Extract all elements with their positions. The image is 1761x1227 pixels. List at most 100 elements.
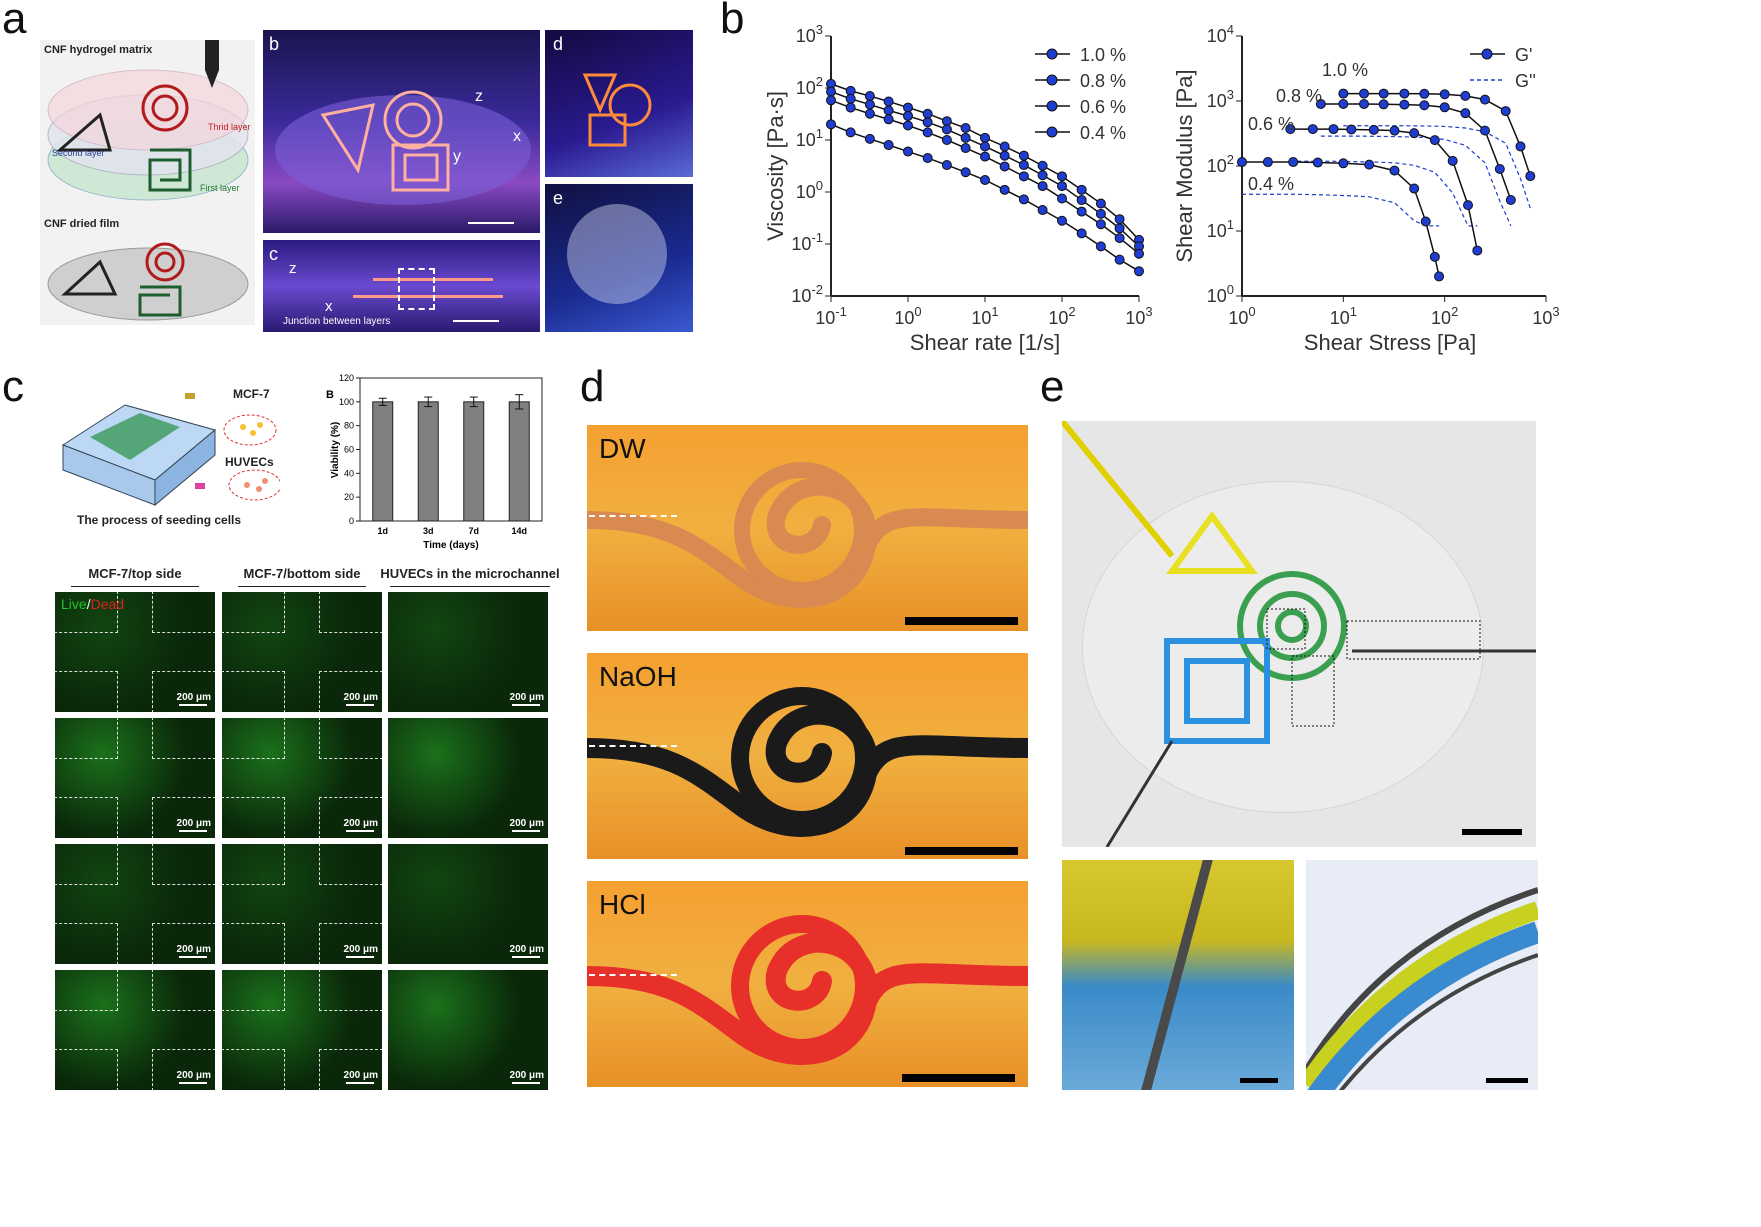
viscosity-point <box>922 127 933 138</box>
bar-y-tick-label: 80 <box>344 421 354 431</box>
photo-dw: DW <box>587 425 1028 631</box>
dashed-region-outline <box>222 1049 285 1090</box>
viscosity-point <box>903 110 913 121</box>
viscosity-point <box>999 150 1010 161</box>
dashed-region-outline <box>55 592 118 633</box>
g-prime-point <box>1399 88 1410 99</box>
bar-y-tick-label: 20 <box>344 492 354 502</box>
viability-bar <box>508 401 530 522</box>
g-prime-point <box>1515 141 1526 152</box>
fluorescence-micrograph: 200 μm <box>222 592 382 712</box>
viscosity-point <box>845 93 856 104</box>
dashed-region-outline <box>319 1049 382 1090</box>
viscosity-y-tick-label: 10-1 <box>791 230 823 254</box>
viscosity-point <box>1057 215 1067 226</box>
g-prime-point <box>1364 159 1375 170</box>
viscosity-point <box>845 102 856 113</box>
viability-bar <box>372 401 394 522</box>
glowing-lines-lower <box>353 295 503 298</box>
viscosity-point <box>1114 254 1125 265</box>
micrograph-junction-left <box>1062 860 1294 1090</box>
dashed-region-outline <box>222 844 285 885</box>
viscosity-point <box>941 116 952 127</box>
viscosity-point <box>960 123 971 134</box>
bar-category-label: 7d <box>468 526 479 536</box>
viscosity-x-label: Shear rate [1/s] <box>910 330 1060 355</box>
dashed-region-outline <box>222 671 285 712</box>
g-prime-point <box>1419 88 1430 99</box>
glowing-channel-pattern <box>275 90 531 205</box>
arrow-hcl <box>589 974 677 976</box>
dashed-region-outline <box>222 923 285 964</box>
col-header-bottom-side-text: MCF-7/bottom side <box>243 566 361 581</box>
bar-y-tick-label: 120 <box>339 373 354 383</box>
photo-multicolor-channel <box>1062 421 1536 847</box>
legend-marker <box>1046 126 1058 138</box>
viscosity-point <box>826 95 836 106</box>
dashed-region-outline <box>319 718 382 759</box>
dashed-region-outline <box>152 844 215 885</box>
g-double-prime-line <box>1343 125 1531 209</box>
fluorescence-micrograph: 200 μm Live/Dead <box>55 592 215 712</box>
viscosity-point <box>903 146 913 157</box>
micro-scale-bar <box>179 956 207 958</box>
viscosity-point <box>1076 228 1087 239</box>
live-dead-slash: / <box>86 596 91 612</box>
photo-printed-hydrogel-b: b z x y <box>263 30 540 233</box>
legend-marker <box>1046 100 1058 112</box>
dead-label: Dead <box>90 596 125 612</box>
photo-hcl: HCl <box>587 881 1028 1087</box>
viscosity-point <box>980 151 990 162</box>
scale-bar-c <box>453 320 499 322</box>
micro-scale-bar <box>512 830 540 832</box>
bar-category-label: 14d <box>511 526 527 536</box>
panel-letter-b: b <box>720 0 745 43</box>
g-prime-point <box>1447 155 1458 166</box>
micro-scale-label: 200 μm <box>343 944 378 955</box>
fluorescence-micrograph: 200 μm <box>388 970 548 1090</box>
dashed-region-outline <box>319 970 382 1011</box>
dashed-region-outline <box>152 1049 215 1090</box>
panel-letter-e: e <box>1040 362 1065 411</box>
photo-film-e: e <box>545 184 693 332</box>
label-naoh: NaOH <box>599 661 677 692</box>
micro-scale-label: 200 μm <box>343 692 378 703</box>
g-prime-point <box>1359 88 1370 99</box>
scale-bar-naoh <box>905 847 1018 855</box>
fluorescence-micrograph: 200 μm <box>55 970 215 1090</box>
dashed-region-outline <box>152 797 215 838</box>
scale-bar-e <box>1462 829 1522 835</box>
panel-letter-a: a <box>2 0 27 43</box>
viscosity-x-tick-label: 103 <box>1125 304 1152 328</box>
viscosity-point <box>1018 160 1029 171</box>
g-double-prime-line <box>1320 135 1512 227</box>
schematic-hydrogel-illustration <box>47 40 249 201</box>
scale-bar-micro-left <box>1240 1078 1278 1083</box>
g-prime-point <box>1460 108 1471 119</box>
scale-bar-micro-right <box>1486 1078 1528 1083</box>
g-prime-point <box>1399 99 1410 110</box>
viscosity-point <box>1095 198 1106 209</box>
modulus-x-tick-label: 100 <box>1228 304 1255 328</box>
schematic-bottom-title: CNF dried film <box>44 218 120 230</box>
fluorescence-micrograph: 200 μm <box>388 592 548 712</box>
modulus-y-tick-label: 101 <box>1207 217 1234 241</box>
legend-entry: G'' <box>1515 71 1536 91</box>
fluorescence-micrograph: 200 μm <box>388 844 548 964</box>
micro-scale-bar <box>179 704 207 706</box>
g-prime-point <box>1389 165 1400 176</box>
viscosity-point <box>826 86 836 97</box>
micro-scale-bar <box>512 704 540 706</box>
g-prime-point <box>1460 90 1471 101</box>
micro-scale-bar <box>346 704 374 706</box>
junction-box <box>398 268 435 310</box>
legend-marker <box>1046 74 1058 86</box>
dashed-region-outline <box>55 970 118 1011</box>
dashed-region-outline <box>222 970 285 1011</box>
arrow-dw <box>589 515 677 517</box>
modulus-annotation: 0.8 % <box>1276 86 1322 106</box>
axis-label-y: y <box>453 148 461 165</box>
viscosity-point <box>1037 181 1048 192</box>
live-dead-legend: Live/Dead <box>61 596 124 612</box>
viscosity-point <box>960 143 971 154</box>
